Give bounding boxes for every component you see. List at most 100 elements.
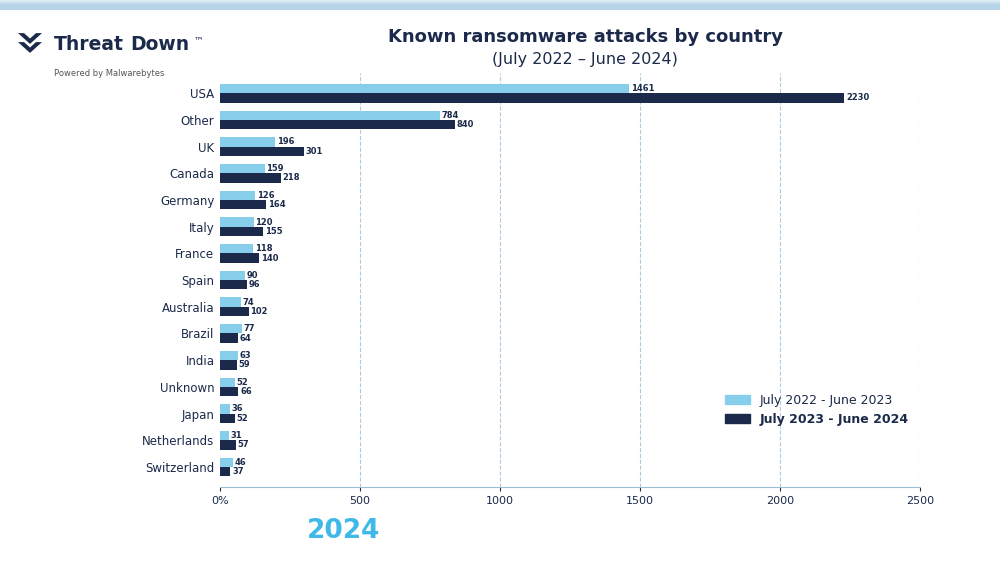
Bar <box>0 5 1000 10</box>
Bar <box>0 2 1000 7</box>
Bar <box>0 4 1000 9</box>
Bar <box>0 3 1000 8</box>
Bar <box>0 3 1000 8</box>
Bar <box>220 244 253 253</box>
Bar <box>0 1 1000 6</box>
Text: 102: 102 <box>250 307 268 316</box>
Bar <box>0 4 1000 10</box>
Bar <box>220 280 247 289</box>
Bar <box>0 1 1000 6</box>
Bar <box>0 5 1000 10</box>
Bar <box>0 3 1000 9</box>
Bar <box>220 387 238 396</box>
Bar <box>0 2 1000 8</box>
Bar <box>0 3 1000 9</box>
Bar <box>0 2 1000 8</box>
Bar <box>0 4 1000 9</box>
Bar <box>0 0 1000 5</box>
Bar <box>0 4 1000 10</box>
Bar <box>220 307 249 316</box>
Bar <box>0 0 1000 6</box>
Text: 37: 37 <box>232 467 244 476</box>
Bar <box>0 2 1000 8</box>
Bar <box>0 2 1000 7</box>
Bar <box>0 1 1000 6</box>
Text: 2230: 2230 <box>846 93 869 102</box>
Bar <box>0 3 1000 8</box>
Bar <box>0 2 1000 7</box>
Bar <box>0 4 1000 10</box>
Bar <box>0 2 1000 8</box>
Bar <box>0 1 1000 7</box>
Bar <box>220 414 235 423</box>
Bar <box>220 217 254 227</box>
Polygon shape <box>977 403 991 431</box>
Bar <box>0 3 1000 9</box>
Bar <box>0 1 1000 7</box>
Bar <box>0 2 1000 7</box>
Bar <box>220 146 304 156</box>
Bar <box>0 5 1000 10</box>
Bar <box>0 1 1000 6</box>
Polygon shape <box>745 234 772 284</box>
Polygon shape <box>554 262 677 403</box>
Bar <box>220 227 263 236</box>
Bar <box>0 4 1000 10</box>
Bar <box>0 4 1000 10</box>
Bar <box>0 2 1000 7</box>
Bar <box>0 4 1000 10</box>
Bar <box>0 1 1000 6</box>
Bar <box>0 0 1000 5</box>
Bar <box>220 297 241 307</box>
Bar <box>0 0 1000 6</box>
Bar <box>0 0 1000 6</box>
Bar <box>0 4 1000 10</box>
Polygon shape <box>18 33 42 44</box>
Bar <box>0 2 1000 7</box>
Text: 120: 120 <box>255 217 273 226</box>
Bar <box>0 3 1000 9</box>
Bar <box>0 1 1000 7</box>
Bar <box>0 2 1000 7</box>
Bar <box>0 1 1000 6</box>
Bar <box>0 1 1000 7</box>
Bar <box>0 1 1000 7</box>
Bar <box>0 3 1000 8</box>
Bar <box>0 3 1000 8</box>
Text: 90: 90 <box>247 271 258 280</box>
Bar <box>0 1 1000 6</box>
Bar <box>0 1 1000 7</box>
Polygon shape <box>567 110 672 211</box>
Bar <box>0 1 1000 7</box>
Bar <box>0 3 1000 8</box>
Bar <box>0 0 1000 6</box>
Bar <box>220 458 233 467</box>
Bar <box>0 0 1000 5</box>
Bar <box>0 2 1000 7</box>
Text: 59: 59 <box>238 360 250 369</box>
Text: 64: 64 <box>240 334 251 343</box>
Polygon shape <box>649 93 918 329</box>
Bar <box>0 3 1000 9</box>
Polygon shape <box>18 42 42 53</box>
Text: 118: 118 <box>255 244 272 253</box>
Bar <box>0 2 1000 7</box>
Bar <box>0 2 1000 8</box>
Bar <box>0 3 1000 8</box>
Bar <box>0 3 1000 8</box>
Bar <box>0 2 1000 8</box>
Bar <box>0 0 1000 6</box>
Polygon shape <box>850 341 936 414</box>
Bar <box>0 0 1000 5</box>
Bar <box>0 1 1000 6</box>
Text: ™: ™ <box>194 35 204 45</box>
Bar <box>220 360 237 369</box>
Text: Threat: Threat <box>54 35 124 54</box>
Bar <box>0 3 1000 9</box>
Bar <box>0 2 1000 7</box>
Text: 36: 36 <box>232 404 243 413</box>
Text: 164: 164 <box>268 200 285 209</box>
Polygon shape <box>424 73 549 138</box>
Bar <box>220 110 440 120</box>
Bar <box>0 3 1000 8</box>
